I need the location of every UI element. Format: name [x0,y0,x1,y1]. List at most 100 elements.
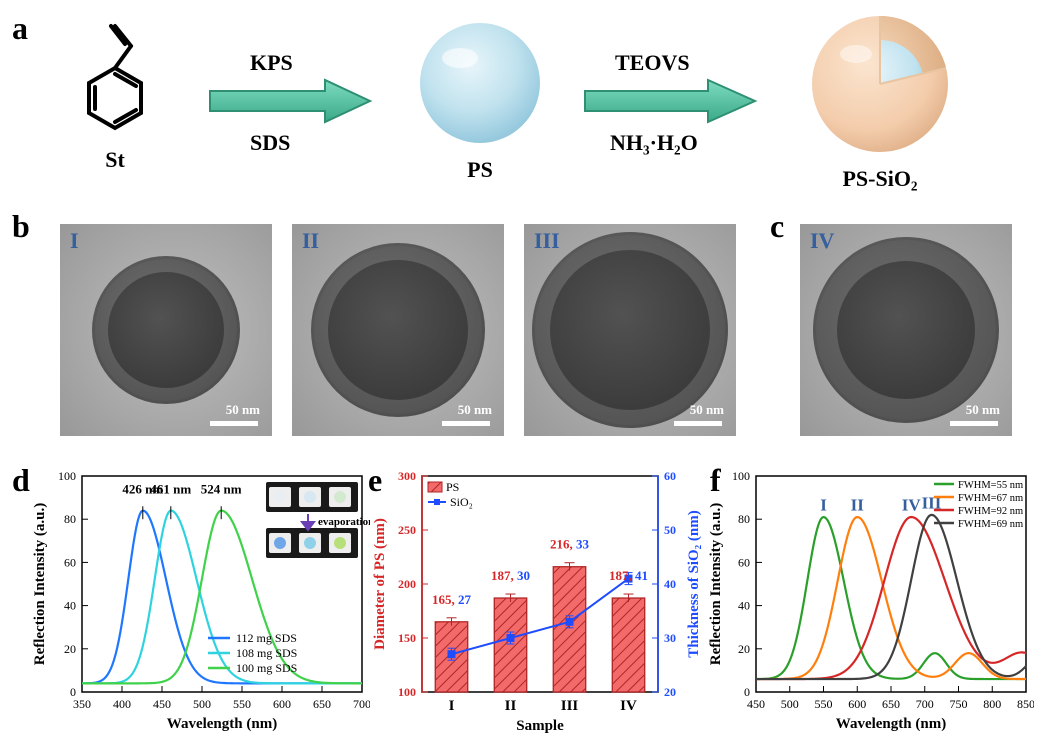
synthesis-scheme: St KPS SDS PS [60,18,990,188]
svg-text:800: 800 [983,697,1001,711]
svg-text:216, 33: 216, 33 [550,537,590,552]
svg-text:40: 40 [664,577,676,591]
svg-text:350: 350 [73,697,91,711]
svg-text:evaporation: evaporation [318,516,370,528]
svg-text:187, 30: 187, 30 [491,568,530,583]
svg-text:461 nm: 461 nm [150,481,191,496]
svg-text:187, 41: 187, 41 [609,568,648,583]
panel-label-d: d [12,462,30,499]
svg-text:750: 750 [950,697,968,711]
svg-text:IV: IV [620,698,637,714]
svg-text:I: I [449,698,455,714]
tem-I: I 50 nm [60,224,272,436]
svg-text:0: 0 [744,685,750,699]
svg-text:650: 650 [882,697,900,711]
panel-label-a: a [12,10,28,47]
svg-text:80: 80 [64,512,76,526]
tem-roman-I: I [70,228,79,254]
tem-II: II 50 nm [292,224,504,436]
scalebar-icon [210,421,258,426]
svg-text:Wavelength (nm): Wavelength (nm) [167,716,277,732]
svg-text:60: 60 [738,555,750,569]
svg-text:IV: IV [902,496,922,515]
tem-III: III 50 nm [524,224,736,436]
svg-text:100: 100 [398,685,416,699]
svg-text:400: 400 [113,697,131,711]
arrow-2-top: TEOVS [615,50,690,76]
svg-text:I: I [820,496,827,515]
svg-text:PS: PS [446,480,459,494]
arrow-2-bottom: NH₃·H₂O [610,130,698,156]
chart-e: 1001502002503002030405060IIIIIIIVSampleD… [370,462,710,734]
tem-roman-IV: IV [810,228,834,254]
svg-text:600: 600 [848,697,866,711]
scalebar-icon [950,421,998,426]
svg-text:Diameter of PS (nm): Diameter of PS (nm) [372,518,388,650]
svg-text:100: 100 [58,469,76,483]
svg-text:0: 0 [70,685,76,699]
tem-roman-III: III [534,228,560,254]
scheme-ps-sio2: PS-SiO₂ [790,12,970,192]
ps-sphere-icon [410,18,550,148]
svg-text:550: 550 [815,697,833,711]
scheme-label-ps: PS [405,157,555,183]
svg-text:FWHM=55 nm: FWHM=55 nm [958,480,1023,491]
styrene-icon [65,18,165,138]
svg-text:650: 650 [313,697,331,711]
svg-text:550: 550 [233,697,251,711]
svg-text:Wavelength (nm): Wavelength (nm) [836,716,946,732]
svg-text:Thickness of SiO₂ (nm): Thickness of SiO₂ (nm) [686,510,702,657]
svg-text:100 mg SDS: 100 mg SDS [236,661,297,675]
coreshell-icon [800,12,960,157]
chart-d: 350400450500550600650700020406080100Wave… [30,462,370,734]
svg-text:500: 500 [193,697,211,711]
svg-text:II: II [505,698,517,714]
svg-text:FWHM=69 nm: FWHM=69 nm [958,519,1023,530]
tem-IV: IV 50 nm [800,224,1012,436]
svg-text:20: 20 [64,642,76,656]
svg-text:30: 30 [664,631,676,645]
panel-label-c: c [770,208,784,245]
svg-text:FWHM=92 nm: FWHM=92 nm [958,506,1023,517]
svg-text:700: 700 [916,697,934,711]
tem-scale-IV: 50 nm [966,402,1000,418]
svg-text:Reflection Intensity (a.u.): Reflection Intensity (a.u.) [32,503,48,665]
arrow-1-icon [205,74,375,128]
svg-text:100: 100 [732,469,750,483]
svg-text:112 mg SDS: 112 mg SDS [236,631,297,645]
scheme-ps: PS [405,18,555,183]
chart-f: 450 500 550 600 650 700 750 800 850 0 20 40 60 80 100 W… [706,462,1034,734]
tem-roman-II: II [302,228,319,254]
svg-text:850: 850 [1017,697,1034,711]
scheme-styrene: St [60,18,170,173]
svg-text:500: 500 [781,697,799,711]
svg-text:Sample: Sample [516,718,564,734]
svg-text:450: 450 [747,697,765,711]
svg-text:150: 150 [398,631,416,645]
svg-text:SiO₂: SiO₂ [450,495,473,509]
svg-text:20: 20 [738,642,750,656]
scheme-label-pssio2: PS-SiO₂ [790,166,970,192]
svg-text:Reflection Intensity (a.u.): Reflection Intensity (a.u.) [708,503,724,665]
svg-text:80: 80 [738,512,750,526]
scheme-label-st: St [60,147,170,173]
svg-text:FWHM=67 nm: FWHM=67 nm [958,493,1023,504]
svg-text:20: 20 [664,685,676,699]
arrow-1-bottom: SDS [250,130,290,156]
scalebar-icon [674,421,722,426]
svg-text:III: III [561,698,579,714]
tem-scale-III: 50 nm [690,402,724,418]
arrow-2-icon [580,74,760,128]
svg-text:40: 40 [738,599,750,613]
svg-text:60: 60 [64,555,76,569]
svg-text:300: 300 [398,469,416,483]
tem-scale-I: 50 nm [226,402,260,418]
svg-text:600: 600 [273,697,291,711]
arrow-1-top: KPS [250,50,293,76]
svg-text:250: 250 [398,523,416,537]
panel-label-b: b [12,208,30,245]
svg-text:200: 200 [398,577,416,591]
svg-text:524 nm: 524 nm [201,481,242,496]
svg-text:60: 60 [664,469,676,483]
tem-scale-II: 50 nm [458,402,492,418]
